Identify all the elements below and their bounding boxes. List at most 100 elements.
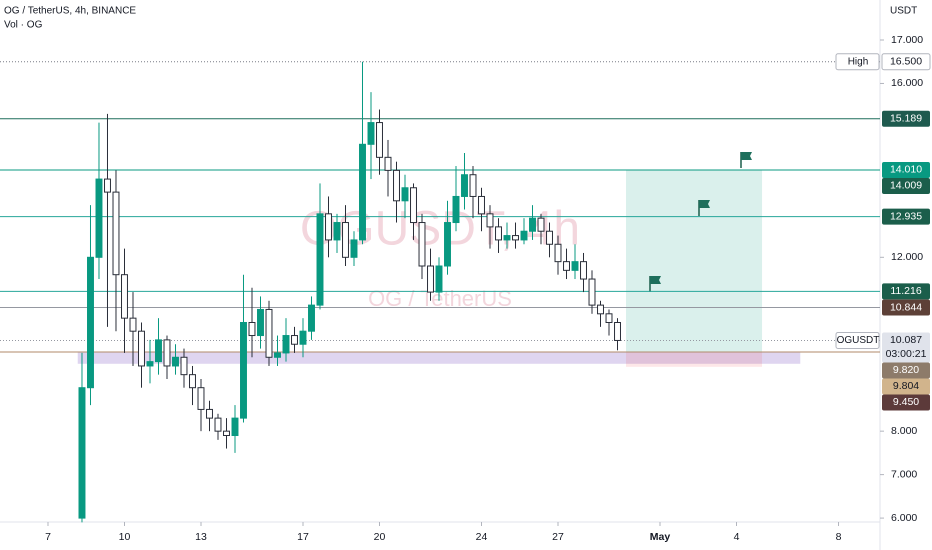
zone bbox=[626, 169, 763, 353]
candle-body bbox=[410, 187, 417, 224]
zone bbox=[626, 352, 763, 367]
candle-body bbox=[248, 322, 256, 337]
tag-box bbox=[835, 331, 880, 349]
candle-body bbox=[112, 191, 120, 276]
x-tick-label: 20 bbox=[374, 531, 386, 543]
candle-body bbox=[121, 274, 128, 319]
price-label: 9.450 bbox=[893, 396, 919, 408]
candle-body bbox=[333, 222, 341, 241]
candle-body bbox=[282, 335, 290, 354]
price-label-box bbox=[882, 378, 930, 395]
y-tick-label: 7.000 bbox=[891, 468, 917, 480]
candle-body bbox=[384, 156, 392, 171]
tag-box bbox=[835, 53, 880, 71]
x-tick-label: 27 bbox=[552, 531, 564, 543]
price-label: 10.087 bbox=[890, 334, 922, 346]
candle-body bbox=[257, 308, 264, 337]
candle-body bbox=[554, 243, 562, 263]
candle-body bbox=[376, 122, 383, 158]
candle-body bbox=[418, 222, 426, 267]
candle-body bbox=[223, 430, 230, 437]
candle-body bbox=[291, 335, 298, 345]
candle-body bbox=[469, 174, 477, 197]
price-label: 15.189 bbox=[890, 112, 922, 124]
flag bbox=[698, 200, 710, 216]
candle-body bbox=[155, 339, 162, 363]
y-tick-label: 8.000 bbox=[891, 425, 917, 437]
price-label: 14.010 bbox=[890, 164, 922, 176]
candle-body bbox=[563, 261, 570, 271]
candle-body bbox=[452, 195, 460, 224]
price-label-box bbox=[882, 283, 930, 300]
volume-title: Vol · OG bbox=[4, 20, 43, 31]
axis-title: USDT bbox=[890, 6, 917, 17]
candle-body bbox=[325, 213, 332, 241]
price-label: 10.844 bbox=[890, 301, 922, 313]
candle-body bbox=[614, 322, 621, 341]
price-label: 12.935 bbox=[890, 210, 922, 222]
candle-body bbox=[180, 356, 188, 376]
candle-body bbox=[350, 239, 358, 258]
x-tick-label: 17 bbox=[297, 531, 309, 543]
candle-body bbox=[597, 304, 604, 315]
candle-body bbox=[265, 308, 273, 358]
candle-body bbox=[214, 417, 222, 432]
price-label-box bbox=[882, 394, 930, 411]
x-tick-label: 4 bbox=[734, 531, 740, 543]
price-label: 9.820 bbox=[893, 364, 919, 376]
price-label-box bbox=[882, 299, 930, 316]
candle-body bbox=[78, 387, 86, 519]
candle-body bbox=[172, 356, 179, 367]
candle-body bbox=[546, 230, 553, 245]
candle-body bbox=[129, 317, 137, 332]
candle-body bbox=[206, 408, 213, 419]
candle-body bbox=[444, 222, 451, 267]
price-label-box bbox=[882, 208, 930, 225]
price-label-box bbox=[882, 177, 930, 194]
candle-body bbox=[495, 226, 502, 241]
candle-body bbox=[580, 261, 587, 280]
price-label-box bbox=[882, 110, 930, 127]
candle-body bbox=[478, 195, 485, 215]
candle-body bbox=[571, 261, 579, 271]
candle-body bbox=[605, 313, 613, 324]
candle-body bbox=[393, 169, 400, 202]
price-label-box bbox=[882, 332, 930, 363]
candle-body bbox=[427, 265, 434, 293]
x-tick-label: 10 bbox=[119, 531, 131, 543]
candle-body bbox=[274, 352, 281, 358]
x-tick-label: 8 bbox=[836, 531, 842, 543]
tag-label: OGUSDT bbox=[837, 335, 880, 346]
price-label: 11.216 bbox=[890, 285, 921, 297]
candle-body bbox=[299, 330, 307, 345]
flag bbox=[649, 276, 661, 292]
y-tick-label: 12.000 bbox=[891, 251, 923, 263]
x-tick-label: 7 bbox=[45, 531, 51, 543]
flags bbox=[649, 152, 752, 292]
zone bbox=[77, 352, 801, 364]
candle-body bbox=[104, 178, 111, 193]
candle-body bbox=[537, 217, 545, 232]
candle-body bbox=[316, 213, 324, 306]
candle-body bbox=[435, 265, 443, 293]
candle-body bbox=[189, 374, 196, 389]
chart-title: OG / TetherUS, 4h, BINANCE bbox=[4, 6, 136, 17]
candle-body bbox=[146, 361, 154, 367]
y-tick-label: 17.000 bbox=[891, 34, 923, 46]
candle-body bbox=[486, 213, 494, 228]
price-label-box bbox=[882, 362, 930, 379]
candle-body bbox=[240, 322, 247, 419]
candle-body bbox=[138, 330, 145, 367]
countdown: 03:00:21 bbox=[886, 348, 927, 360]
candle-body bbox=[520, 230, 528, 241]
candle-body bbox=[163, 339, 171, 367]
candle-body bbox=[87, 256, 94, 389]
x-tick-label: May bbox=[650, 531, 671, 543]
candle-body bbox=[588, 278, 596, 306]
candle-body bbox=[231, 417, 239, 437]
candle-body bbox=[503, 235, 511, 241]
candle-body bbox=[308, 304, 315, 332]
price-label: 9.804 bbox=[893, 380, 919, 392]
